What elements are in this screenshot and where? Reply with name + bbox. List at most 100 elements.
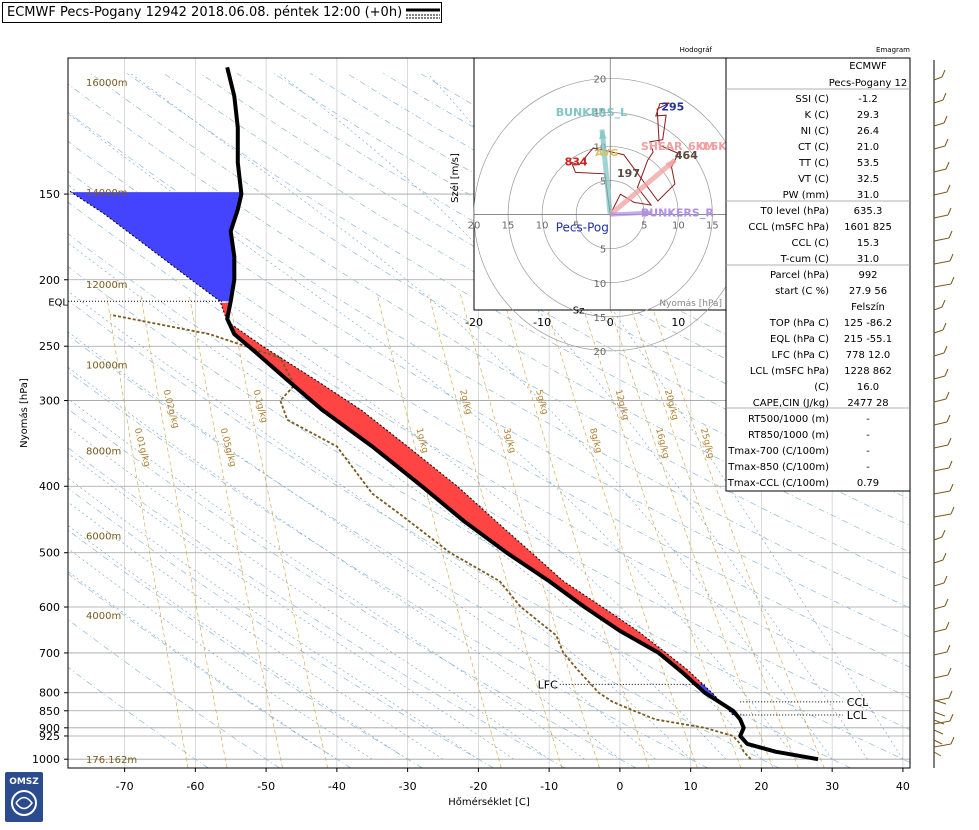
table-row-value: 0.79 [857,478,879,489]
table-row-label: Tmax-CCL (C/100m) [727,478,829,489]
table-row: RT850/1000 (m) - [748,430,870,441]
mixing-ratio-line [106,294,189,768]
wind-barb [933,674,949,679]
table-row: CT (C) 21.0 [798,142,879,153]
wind-barb-feather [942,92,947,101]
table-title: ECMWF [849,61,887,72]
table-row-label: CAPE,CIN (J/kg) [753,398,829,409]
hodograph-y-label: Szél [m/s] [449,153,461,203]
table-row-value: 32.5 [857,174,879,185]
table-row: Parcel (hPa) 992 [770,270,878,281]
moist-adiabat [427,73,904,760]
y-tick-label: 400 [39,480,60,493]
table-row-label: CCL (C) [792,238,830,249]
hodograph-x-tick-label: -10 [533,316,551,329]
table-row-value: 21.0 [857,142,879,153]
mixing-ratio-line [376,294,502,768]
dry-adiabat [68,233,910,731]
y-tick-label: 700 [39,647,60,660]
table-row: Felszín [851,301,885,313]
x-tick-label: 40 [896,780,910,793]
omsz-logo: OMSZ [5,772,43,822]
mixing-ratio-line [460,294,600,768]
moist-adiabat [68,398,585,760]
hodograph-ring-label: 15 [502,221,515,232]
dry-adiabat [68,299,851,768]
table-row-label: (C) [814,382,829,393]
table-row: EQL (hPa C) 215 -55.1 [770,334,892,345]
mixing-ratio-line [542,294,698,768]
moist-adiabat [68,113,798,760]
cape-area [220,302,703,685]
wind-barb-feather [943,575,948,584]
x-tick-label: -30 [399,780,417,793]
table-row-value: 992 [858,270,877,281]
table-row: NI (C) 26.4 [801,126,880,137]
x-tick-label: -70 [116,780,134,793]
hodograph-x-tick-label: -20 [465,316,483,329]
table-row-value: - [866,446,870,457]
legend-swatch [406,8,440,19]
dry-adiabat [68,408,637,768]
table-row-value: 778 12.0 [846,350,891,361]
mixing-ratio-line [188,294,283,768]
mixing-ratio-line [140,294,228,768]
height-label: 16000m [86,78,128,89]
wind-barb-feather [949,713,954,722]
hodograph-ring-label: 10 [536,221,549,232]
wind-barb [933,751,942,757]
x-tick-label: -10 [540,780,558,793]
table-row-value: 125 -86.2 [844,318,892,329]
wind-barb-feather [945,621,950,630]
indices-table-rows: SSI (C) -1.2 K (C) 29.3 NI (C) 26.4 CT (C) 21.0… [726,88,910,489]
mixing-ratio-line [605,294,774,768]
table-row: Tmax-850 (C/100m) - [727,462,870,473]
wind-barb [933,76,943,81]
wind-barb-feather [950,736,955,745]
table-row-value: 29.3 [857,110,879,121]
wind-barb-feather [948,230,953,239]
hodograph-ring-label: 15 [593,313,606,324]
mixing-ratio-line [428,294,563,768]
wind-barb [933,237,950,242]
wind-barb [933,711,946,717]
moist-adiabat [68,477,479,760]
wind-barb-feather [943,115,948,124]
wind-barb-feather [947,437,952,446]
moist-adiabat [68,242,727,760]
wind-barb-feather [949,253,954,262]
mixing-ratio-line [626,294,799,768]
table-row-value: 27.9 56 [849,286,887,297]
wind-barb [933,444,949,449]
shear-6km-arrow [608,158,677,217]
wind-barb-feather [944,598,949,607]
bunkers-right-arrow-head [641,209,652,217]
table-row-label: SSI (C) [795,94,829,105]
hodograph-annotation: Sz [573,305,585,316]
x-axis-label: Hőmérséklet [C] [448,796,530,808]
indices-table: ECMWF Pecs-Pogany 12 SSI (C) -1.2 K (C) 29.… [725,57,911,492]
dry-adiabat [68,529,423,768]
table-row-label: RT500/1000 (m) [748,414,829,425]
wind-barb [933,306,943,311]
x-tick-label: 30 [825,780,839,793]
wind-barb [933,260,951,265]
wind-barb [933,729,944,735]
wind-barb [933,699,947,705]
dry-adiabat [68,201,910,699]
dry-adiabat [68,371,708,768]
table-row-value: 26.4 [857,126,879,137]
dry-adiabat [68,334,780,768]
temperature-line [225,66,819,762]
mixing-ratio-line [647,294,825,768]
table-row: Tmax-700 (C/100m) - [727,446,870,457]
table-row-value: - [866,414,870,425]
wind-barb-feather [944,368,949,377]
table-row-value: 2477 28 [847,398,888,409]
wind-barb [933,375,946,380]
table-row-value: 31.0 [857,254,879,265]
wind-barb-feather [942,322,947,331]
wind-barb [933,720,951,725]
table-row: SSI (C) -1.2 [795,94,877,105]
hodograph-annotation: 834 [565,156,588,169]
